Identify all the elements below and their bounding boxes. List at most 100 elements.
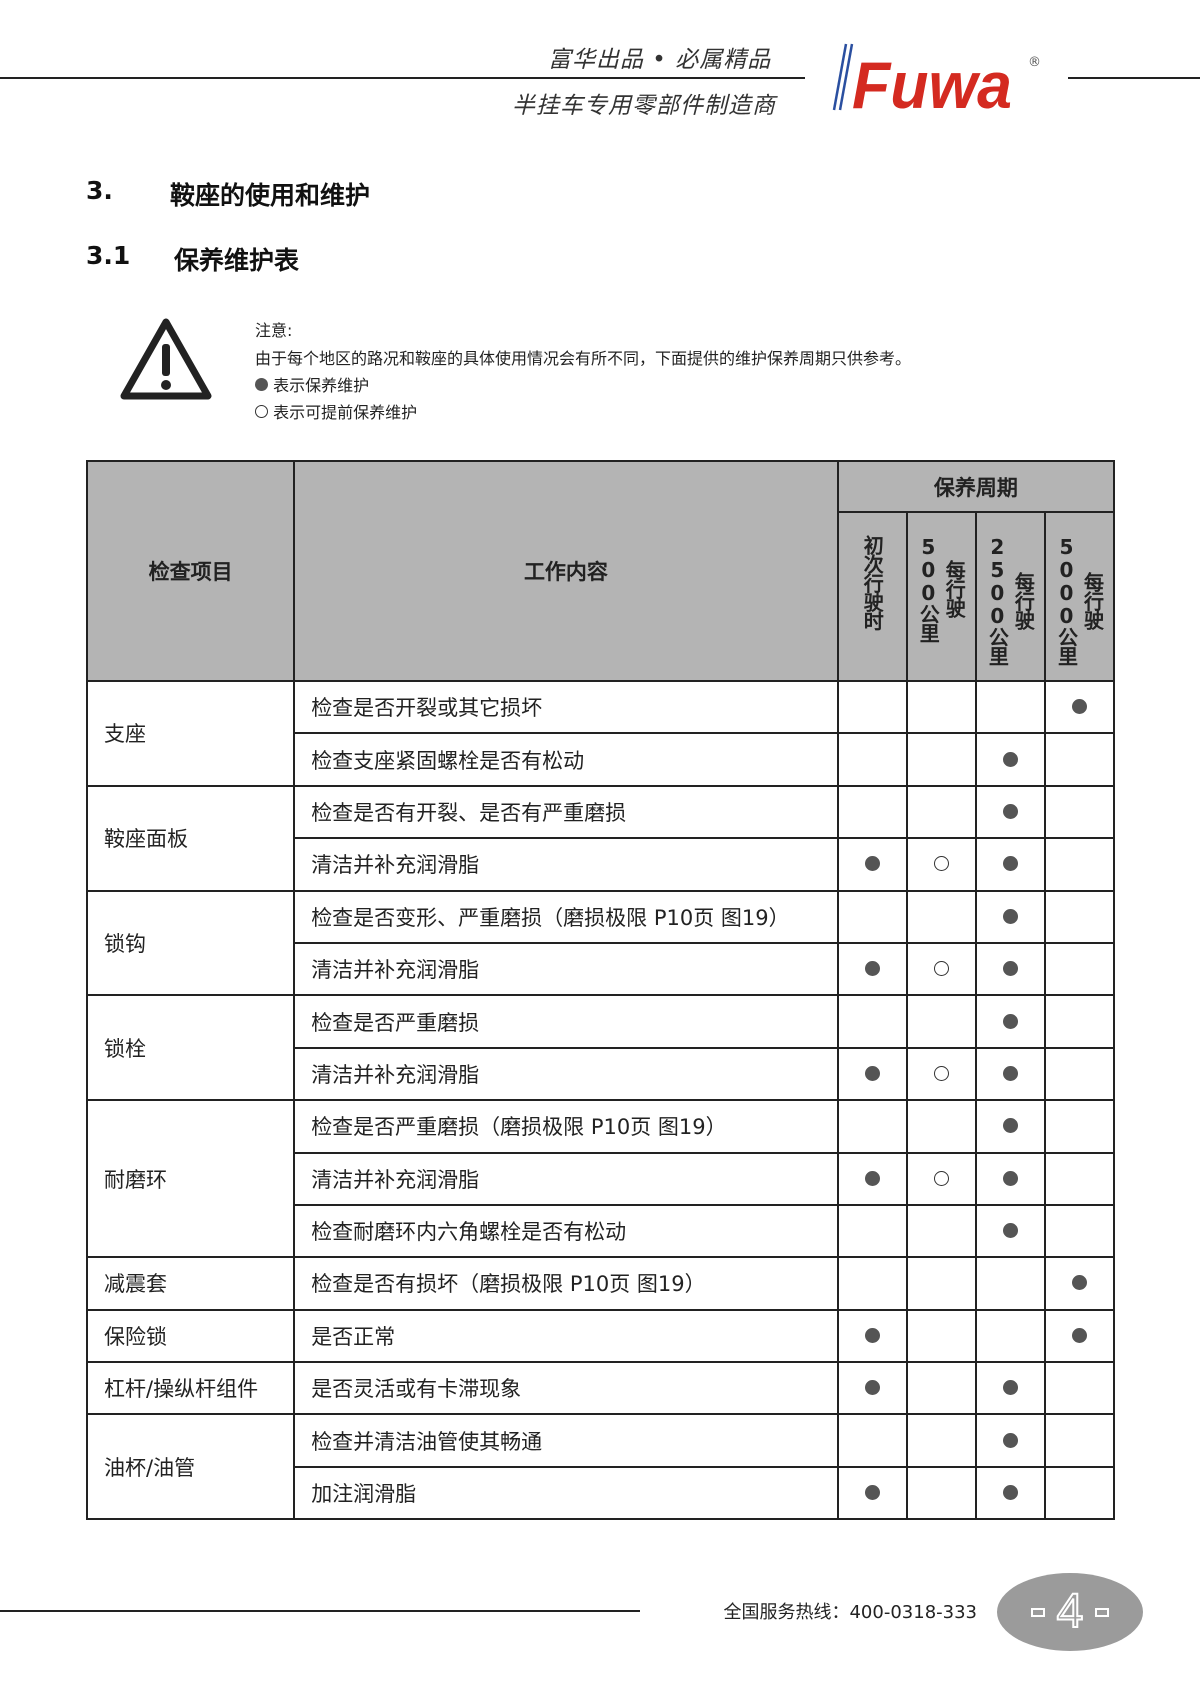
hollow-circle-icon: [933, 1065, 949, 1081]
work-content: 是否灵活或有卡滞现象: [293, 1361, 839, 1416]
period-cell: [974, 784, 1046, 840]
period-cell: [905, 941, 977, 997]
period-cell: [974, 941, 1046, 997]
period-cell: [836, 889, 908, 944]
period-cell: [836, 1413, 908, 1468]
period-cell: [1043, 732, 1116, 787]
table-row: 锁钩 检查是否变形、严重磨损（磨损极限 P10页 图19）: [85, 889, 1116, 997]
period-label: 每行驶: [1080, 571, 1105, 629]
period-cell: [905, 994, 977, 1049]
filled-dot-icon: [1002, 751, 1018, 767]
period-cell: [974, 1046, 1046, 1102]
filled-dot-icon: [1002, 803, 1018, 819]
period-label: 5000公里: [1054, 535, 1079, 665]
fuwa-logo: Fuwa ®: [830, 40, 1050, 122]
check-item: 锁钩: [85, 889, 296, 997]
header-period-2: 每行驶 2500公里: [974, 511, 1046, 682]
check-item: 保险锁: [85, 1308, 296, 1364]
check-item: 减震套: [85, 1256, 296, 1311]
service-hotline: 全国服务热线：400-0318-333: [723, 1602, 977, 1623]
period-cell: [1043, 1151, 1116, 1206]
notice-text: 由于每个地区的路况和鞍座的具体使用情况会有所不同，下面提供的维护保养周期只供参考…: [255, 349, 912, 368]
legend-filled-text: 表示保养维护: [273, 376, 370, 395]
table-row: 油杯/油管 检查并清洁油管使其畅通: [85, 1413, 1116, 1521]
period-cell: [905, 1203, 977, 1259]
work-content: 检查是否开裂或其它损坏: [293, 679, 839, 735]
period-cell: [1043, 994, 1116, 1049]
period-cell: [1043, 784, 1116, 840]
period-cell: [1043, 1465, 1116, 1521]
check-item: 锁栓: [85, 994, 296, 1102]
period-cell: [836, 1361, 908, 1416]
period-cell: [974, 994, 1046, 1049]
period-cell: [974, 837, 1046, 892]
section-title: 鞍座的使用和维护: [170, 181, 371, 210]
period-cell: [905, 1308, 977, 1364]
header-slogan: 富华出品 • 必属精品: [548, 47, 772, 73]
table-row: 耐磨环 检查是否严重磨损（磨损极限 P10页 图19）: [85, 1099, 1116, 1259]
filled-dot-icon: [1002, 1223, 1018, 1239]
period-cell: [905, 1099, 977, 1154]
table-row: 清洁并补充润滑脂: [87, 837, 1116, 892]
period-cell: [836, 679, 908, 735]
period-cell: [974, 889, 1046, 944]
period-cell: [905, 1151, 977, 1206]
hollow-circle-icon: [255, 405, 268, 418]
notice-label: 注意:: [255, 321, 293, 340]
filled-dot-icon: [1002, 856, 1018, 872]
period-cell: [1043, 1046, 1116, 1102]
period-cell: [905, 1361, 977, 1416]
check-item: 油杯/油管: [85, 1413, 296, 1521]
header-content: 工作内容: [293, 460, 839, 682]
work-content: 加注润滑脂: [293, 1465, 839, 1521]
filled-dot-icon: [864, 1485, 880, 1501]
svg-text:Fuwa: Fuwa: [852, 48, 1012, 116]
filled-dot-icon: [864, 1170, 880, 1186]
period-label: 500公里: [916, 535, 941, 642]
period-cell: [974, 1256, 1046, 1311]
filled-dot-icon: [1002, 1485, 1018, 1501]
period-cell: [905, 1465, 977, 1521]
filled-dot-icon: [864, 1327, 880, 1343]
period-cell: [1043, 1413, 1116, 1468]
table-row: 清洁并补充润滑脂: [87, 1151, 1116, 1206]
table-row: 检查耐磨环内六角螺栓是否有松动: [87, 1203, 1116, 1259]
table-row: 检查支座紧固螺栓是否有松动: [87, 732, 1116, 787]
header-period-3: 每行驶 5000公里: [1043, 511, 1116, 682]
section-number: 3.: [86, 176, 113, 205]
check-item: 杠杆/操纵杆组件: [85, 1361, 296, 1416]
table-row: 加注润滑脂: [87, 1465, 1116, 1521]
work-content: 检查是否有开裂、是否有严重磨损: [293, 784, 839, 840]
work-content: 清洁并补充润滑脂: [293, 837, 839, 892]
period-cell: [836, 784, 908, 840]
header-period-1: 每行驶 500公里: [905, 511, 977, 682]
work-content: 检查支座紧固螺栓是否有松动: [293, 732, 839, 787]
filled-dot-icon: [1071, 1275, 1087, 1291]
period-cell: [974, 679, 1046, 735]
filled-dot-icon: [1071, 1327, 1087, 1343]
period-cell: [974, 1151, 1046, 1206]
hollow-circle-icon: [933, 961, 949, 977]
period-cell: [836, 1308, 908, 1364]
filled-dot-icon: [1002, 1013, 1018, 1029]
period-cell: [905, 679, 977, 735]
work-content: 检查是否有损坏（磨损极限 P10页 图19）: [293, 1256, 839, 1311]
hollow-circle-icon: [933, 1170, 949, 1186]
period-cell: [974, 732, 1046, 787]
period-cell: [974, 1099, 1046, 1154]
period-cell: [836, 837, 908, 892]
check-item: 耐磨环: [85, 1099, 296, 1259]
header-period-0: 初次行驶时: [836, 511, 908, 682]
period-label: 2500公里: [985, 535, 1010, 665]
filled-dot-icon: [1002, 961, 1018, 977]
work-content: 清洁并补充润滑脂: [293, 941, 839, 997]
check-item: 鞍座面板: [85, 784, 296, 892]
period-cell: [1043, 1203, 1116, 1259]
period-label: 每行驶: [942, 560, 967, 617]
filled-dot-icon: [1002, 1380, 1018, 1396]
period-cell: [905, 1256, 977, 1311]
work-content: 检查并清洁油管使其畅通: [293, 1413, 839, 1468]
page-number: 4: [1056, 1585, 1085, 1638]
table-row: 减震套 检查是否有损坏（磨损极限 P10页 图19）: [85, 1256, 1116, 1311]
filled-dot-icon: [255, 378, 268, 391]
